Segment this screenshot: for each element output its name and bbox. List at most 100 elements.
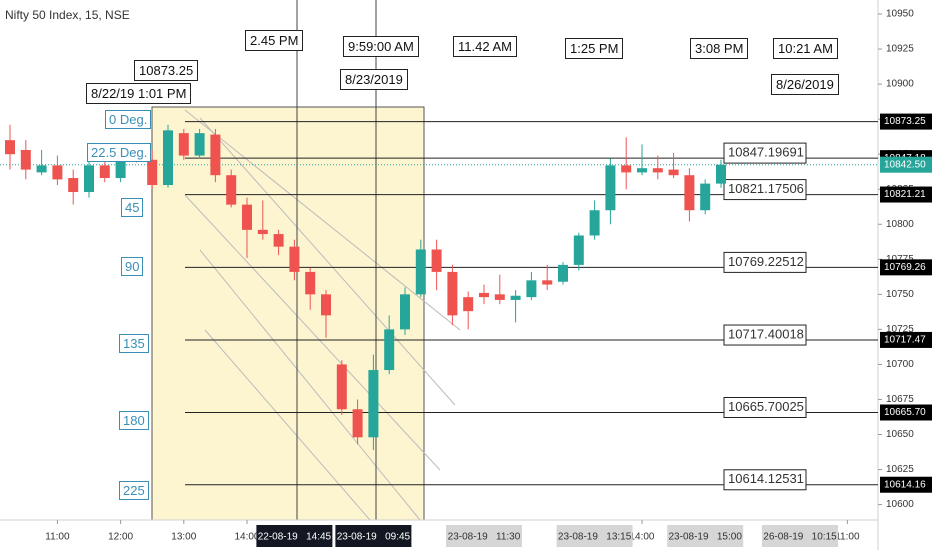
- cursor-tick-label: 26-08-19 10:15: [763, 532, 837, 543]
- candle-body: [368, 370, 379, 438]
- y-tick-label: 10950: [886, 9, 914, 20]
- price-marker-box: [880, 259, 932, 276]
- level-label: 10769.22512: [728, 254, 804, 269]
- x-tick-label: 11:00: [835, 532, 860, 543]
- cursor-tick-label: 23-08-19 09:45: [337, 532, 411, 543]
- candle-body: [99, 165, 110, 179]
- degree-label: 225: [119, 481, 149, 500]
- candle-body: [399, 294, 410, 330]
- level-label: 10821.17506: [728, 181, 804, 196]
- x-tick-label: 11:00: [45, 532, 70, 543]
- candle-body: [226, 175, 237, 205]
- candle-body: [652, 168, 663, 173]
- x-tick-label: 14:00: [629, 532, 654, 543]
- annotation: 8/26/2019: [771, 74, 839, 95]
- candle-body: [557, 264, 568, 282]
- price-marker-box: [880, 113, 932, 130]
- candle-body: [621, 165, 632, 173]
- candle-body: [147, 159, 158, 186]
- fan-line: [184, 194, 441, 471]
- level-label: 10665.70025: [728, 399, 804, 414]
- candle-body: [52, 165, 63, 180]
- price-marker-box: [880, 476, 932, 493]
- degree-label: 0 Deg.: [105, 110, 152, 129]
- cursor-tick-label: 23-08-19 11:30: [448, 532, 521, 543]
- y-tick-label: 10700: [886, 359, 914, 370]
- annotation: 9:59:00 AM: [343, 36, 419, 57]
- cursor-tick-box: [556, 525, 633, 547]
- candle-body: [210, 134, 221, 176]
- price-marker-box: [880, 331, 932, 348]
- candle-body: [241, 204, 252, 230]
- price-marker-box: [880, 156, 932, 173]
- cursor-tick-box: [445, 525, 522, 547]
- degree-label: 45: [121, 198, 144, 217]
- annotation: 10873.25: [134, 60, 199, 81]
- y-tick-label: 10725: [886, 324, 914, 335]
- level-label-box: [723, 251, 807, 273]
- fan-line: [199, 117, 456, 406]
- candle-body: [20, 149, 31, 170]
- candle-body: [700, 183, 711, 211]
- chart-title: Nifty 50 Index, 15, NSE: [5, 8, 130, 22]
- level-label-box: [723, 142, 807, 164]
- candle-body: [352, 409, 363, 438]
- price-marker-label: 10842.50: [884, 159, 926, 170]
- level-label: 10614.12531: [728, 471, 804, 486]
- candle-body: [289, 246, 300, 272]
- candle-body: [115, 159, 126, 179]
- gann-fan: [184, 109, 461, 521]
- candle-body: [5, 140, 16, 155]
- candle-body: [494, 294, 505, 300]
- candle-body: [526, 280, 537, 298]
- price-marker-label: 10873.25: [884, 116, 926, 127]
- annotation: 11.42 AM: [453, 36, 517, 57]
- candle-body: [542, 280, 553, 285]
- annotation: 8/22/19 1:01 PM: [86, 83, 192, 104]
- y-tick-label: 10625: [886, 464, 914, 475]
- y-tick-label: 10650: [886, 429, 914, 440]
- cursor-tick-box: [761, 525, 838, 547]
- x-tick-label: 13:00: [171, 532, 196, 543]
- price-marker-label: 10717.47: [884, 335, 926, 346]
- y-tick-label: 10675: [886, 394, 914, 405]
- cursor-tick-box: [256, 525, 333, 547]
- degree-label: 90: [121, 257, 144, 276]
- annotation: 3:08 PM: [690, 38, 749, 59]
- candle-body: [431, 249, 442, 272]
- price-marker-label: 10614.16: [884, 479, 926, 490]
- level-label-box: [723, 396, 807, 418]
- candle-body: [84, 165, 95, 193]
- price-marker-label: 10665.70: [884, 407, 926, 418]
- cursor-tick-label: 23-08-19 13:15: [558, 532, 632, 543]
- annotation: 8/23/2019: [340, 69, 408, 90]
- highlight-range: [151, 106, 425, 521]
- level-label-box: [723, 469, 807, 491]
- candle-body: [636, 168, 647, 173]
- y-tick-label: 10900: [886, 79, 914, 90]
- fan-line: [204, 329, 371, 521]
- candle-body: [336, 364, 347, 410]
- candle-body: [194, 133, 205, 156]
- x-tick-label: 14:00: [234, 532, 259, 543]
- candle-body: [463, 297, 474, 312]
- annotation: 1:25 PM: [565, 38, 624, 59]
- level-label: 10847.19691: [728, 145, 804, 160]
- candle-body: [510, 295, 521, 300]
- annotation: 2.45 PM: [245, 30, 304, 51]
- candle-body: [715, 164, 726, 184]
- candle-body: [178, 133, 189, 156]
- candle-body: [589, 210, 600, 236]
- degree-label: 180: [119, 411, 149, 430]
- candle-body: [257, 229, 268, 235]
- candle-body: [36, 165, 47, 173]
- y-tick-label: 10925: [886, 44, 914, 55]
- y-tick-label: 10600: [886, 499, 914, 510]
- y-tick-label: 10800: [886, 219, 914, 230]
- degree-label: 135: [119, 334, 149, 353]
- candle-body: [478, 292, 489, 298]
- candle-body: [605, 165, 616, 211]
- cursor-tick-box: [335, 525, 412, 547]
